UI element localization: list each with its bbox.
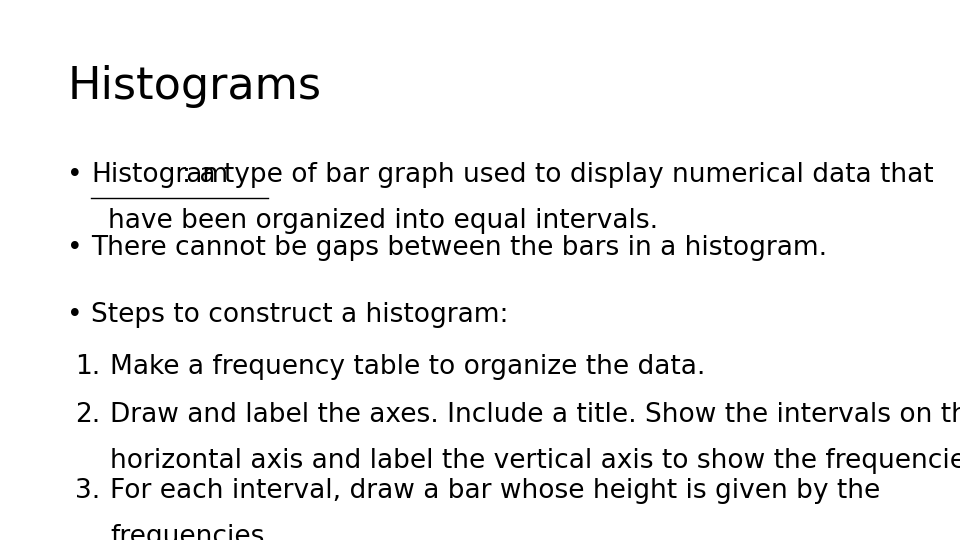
Text: Histograms: Histograms bbox=[67, 65, 322, 108]
Text: have been organized into equal intervals.: have been organized into equal intervals… bbox=[108, 208, 658, 234]
Text: •: • bbox=[67, 235, 83, 261]
Text: frequencies.: frequencies. bbox=[110, 524, 274, 540]
Text: 2.: 2. bbox=[75, 402, 100, 428]
Text: 1.: 1. bbox=[75, 354, 100, 380]
Text: For each interval, draw a bar whose height is given by the: For each interval, draw a bar whose heig… bbox=[110, 478, 880, 504]
Text: •: • bbox=[67, 162, 83, 188]
Text: Steps to construct a histogram:: Steps to construct a histogram: bbox=[91, 302, 509, 328]
Text: horizontal axis and label the vertical axis to show the frequencies.: horizontal axis and label the vertical a… bbox=[110, 448, 960, 474]
Text: Histogram: Histogram bbox=[91, 162, 228, 188]
Text: : a type of bar graph used to display numerical data that: : a type of bar graph used to display nu… bbox=[182, 162, 934, 188]
Text: 3.: 3. bbox=[75, 478, 100, 504]
Text: There cannot be gaps between the bars in a histogram.: There cannot be gaps between the bars in… bbox=[91, 235, 828, 261]
Text: •: • bbox=[67, 302, 83, 328]
Text: Make a frequency table to organize the data.: Make a frequency table to organize the d… bbox=[110, 354, 706, 380]
Text: Draw and label the axes. Include a title. Show the intervals on the: Draw and label the axes. Include a title… bbox=[110, 402, 960, 428]
